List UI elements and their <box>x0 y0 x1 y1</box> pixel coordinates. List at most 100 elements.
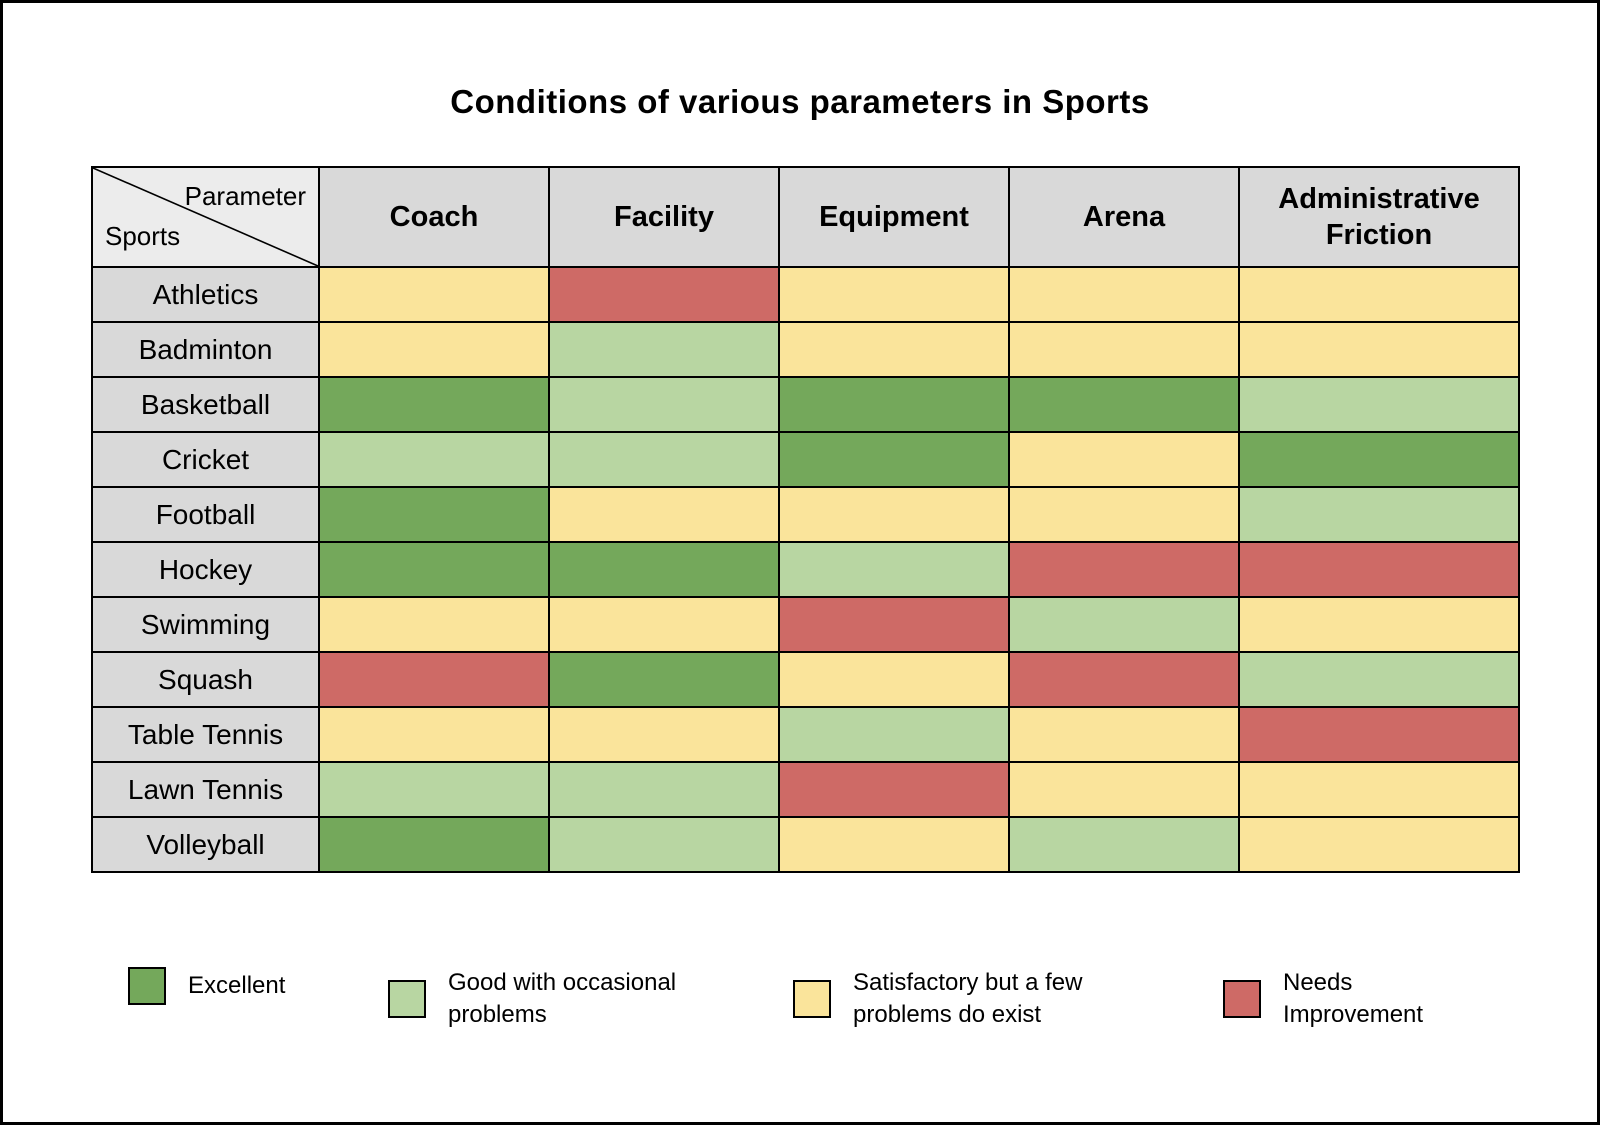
row-label-athletics: Athletics <box>91 266 320 323</box>
legend-swatch-excellent <box>128 967 166 1005</box>
table-row: Squash <box>91 651 1520 708</box>
row-label-table-tennis: Table Tennis <box>91 706 320 763</box>
heatmap-cell-hockey-facility <box>548 541 780 598</box>
legend-item-excellent: Excellent <box>128 967 285 1005</box>
table-row: Lawn Tennis <box>91 761 1520 818</box>
heatmap-cell-volleyball-coach <box>318 816 550 873</box>
row-label-badminton: Badminton <box>91 321 320 378</box>
legend-label-excellent: Excellent <box>188 971 286 999</box>
table-row: Basketball <box>91 376 1520 433</box>
legend-swatch-satisfactory <box>793 980 831 1019</box>
legend-label-needs-improvement: Needs Improvement <box>1283 969 1424 1029</box>
header-row: Parameter Sports Coach Facility Equipment A… <box>91 166 1520 268</box>
table-row: Cricket <box>91 431 1520 488</box>
heatmap-cell-squash-equipment <box>778 651 1010 708</box>
corner-cell: Parameter Sports <box>91 166 320 268</box>
heatmap-cell-hockey-arena <box>1008 541 1240 598</box>
heatmap-cell-table-tennis-equipment <box>778 706 1010 763</box>
heatmap-cell-football-facility <box>548 486 780 543</box>
heatmap-cell-lawn-tennis-arena <box>1008 761 1240 818</box>
heatmap-cell-swimming-equipment <box>778 596 1010 653</box>
heatmap-cell-athletics-coach <box>318 266 550 323</box>
heatmap-cell-athletics-arena <box>1008 266 1240 323</box>
legend-item-good: Good with occasional problems <box>388 967 713 1032</box>
heatmap-cell-hockey-coach <box>318 541 550 598</box>
table-row: Table Tennis <box>91 706 1520 763</box>
heatmap-cell-swimming-facility <box>548 596 780 653</box>
heatmap-cell-table-tennis-arena <box>1008 706 1240 763</box>
corner-sports-label: Sports <box>105 220 181 251</box>
heatmap-cell-lawn-tennis-administrative-friction <box>1238 761 1520 818</box>
heatmap-cell-badminton-facility <box>548 321 780 378</box>
heatmap-cell-badminton-coach <box>318 321 550 378</box>
heatmap-cell-basketball-equipment <box>778 376 1010 433</box>
table-row: Athletics <box>91 266 1520 323</box>
table-row: Badminton <box>91 321 1520 378</box>
heatmap-cell-volleyball-arena <box>1008 816 1240 873</box>
heatmap-cell-table-tennis-coach <box>318 706 550 763</box>
heatmap-cell-athletics-administrative-friction <box>1238 266 1520 323</box>
heatmap-cell-volleyball-equipment <box>778 816 1010 873</box>
heatmap-cell-football-arena <box>1008 486 1240 543</box>
page-title: Conditions of various parameters in Spor… <box>450 83 1150 120</box>
heatmap-cell-hockey-equipment <box>778 541 1010 598</box>
heatmap-cell-swimming-administrative-friction <box>1238 596 1520 653</box>
legend-label-good: Good with occasional problems <box>448 969 677 1029</box>
row-label-football: Football <box>91 486 320 543</box>
heatmap-cell-table-tennis-administrative-friction <box>1238 706 1520 763</box>
heatmap-cell-athletics-facility <box>548 266 780 323</box>
heatmap-cell-cricket-arena <box>1008 431 1240 488</box>
heatmap-cell-volleyball-administrative-friction <box>1238 816 1520 873</box>
heatmap-cell-cricket-coach <box>318 431 550 488</box>
heatmap-cell-basketball-facility <box>548 376 780 433</box>
heatmap-cell-basketball-arena <box>1008 376 1240 433</box>
row-label-swimming: Swimming <box>91 596 320 653</box>
heatmap-cell-cricket-equipment <box>778 431 1010 488</box>
heatmap-cell-football-administrative-friction <box>1238 486 1520 543</box>
heatmap-cell-badminton-equipment <box>778 321 1010 378</box>
heatmap-cell-hockey-administrative-friction <box>1238 541 1520 598</box>
column-header-arena: Arena <box>1008 166 1240 268</box>
row-label-lawn-tennis: Lawn Tennis <box>91 761 320 818</box>
heatmap-cell-cricket-facility <box>548 431 780 488</box>
legend-item-needs-improvement: Needs Improvement <box>1223 967 1448 1032</box>
legend-label-satisfactory: Satisfactory but a few problems do exist <box>853 969 1083 1029</box>
heatmap-cell-cricket-administrative-friction <box>1238 431 1520 488</box>
sports-conditions-table: Parameter Sports Coach Facility Equipment A… <box>91 166 1520 873</box>
corner-parameter-label: Parameter <box>184 181 306 211</box>
heatmap-cell-basketball-coach <box>318 376 550 433</box>
diagonal-divider-icon <box>93 168 318 266</box>
heatmap-cell-badminton-arena <box>1008 321 1240 378</box>
heatmap-cell-table-tennis-facility <box>548 706 780 763</box>
column-header-administrative-friction: Administrative Friction <box>1238 166 1520 268</box>
heatmap-cell-athletics-equipment <box>778 266 1010 323</box>
heatmap-cell-squash-coach <box>318 651 550 708</box>
heatmap-cell-football-equipment <box>778 486 1010 543</box>
heatmap-cell-football-coach <box>318 486 550 543</box>
legend: Excellent Good with occasional problems Sa… <box>3 961 1597 1076</box>
row-label-basketball: Basketball <box>91 376 320 433</box>
heatmap-cell-squash-facility <box>548 651 780 708</box>
table-row: Swimming <box>91 596 1520 653</box>
legend-swatch-good <box>388 980 426 1019</box>
legend-swatch-needs-improvement <box>1223 980 1261 1019</box>
table-header: Parameter Sports Coach Facility Equipment A… <box>91 166 1520 268</box>
heatmap-cell-lawn-tennis-equipment <box>778 761 1010 818</box>
table-row: Volleyball <box>91 816 1520 873</box>
row-label-volleyball: Volleyball <box>91 816 320 873</box>
row-label-cricket: Cricket <box>91 431 320 488</box>
heatmap-cell-swimming-coach <box>318 596 550 653</box>
row-label-squash: Squash <box>91 651 320 708</box>
column-header-coach: Coach <box>318 166 550 268</box>
heatmap-cell-squash-administrative-friction <box>1238 651 1520 708</box>
table-body: Athletics Badminton Basketball Cricket Footb… <box>91 266 1520 873</box>
heatmap-cell-lawn-tennis-coach <box>318 761 550 818</box>
heatmap-cell-badminton-administrative-friction <box>1238 321 1520 378</box>
heatmap-cell-squash-arena <box>1008 651 1240 708</box>
legend-item-satisfactory: Satisfactory but a few problems do exist <box>793 967 1128 1032</box>
heatmap-cell-swimming-arena <box>1008 596 1240 653</box>
table-row: Hockey <box>91 541 1520 598</box>
table-row: Football <box>91 486 1520 543</box>
column-header-facility: Facility <box>548 166 780 268</box>
row-label-hockey: Hockey <box>91 541 320 598</box>
